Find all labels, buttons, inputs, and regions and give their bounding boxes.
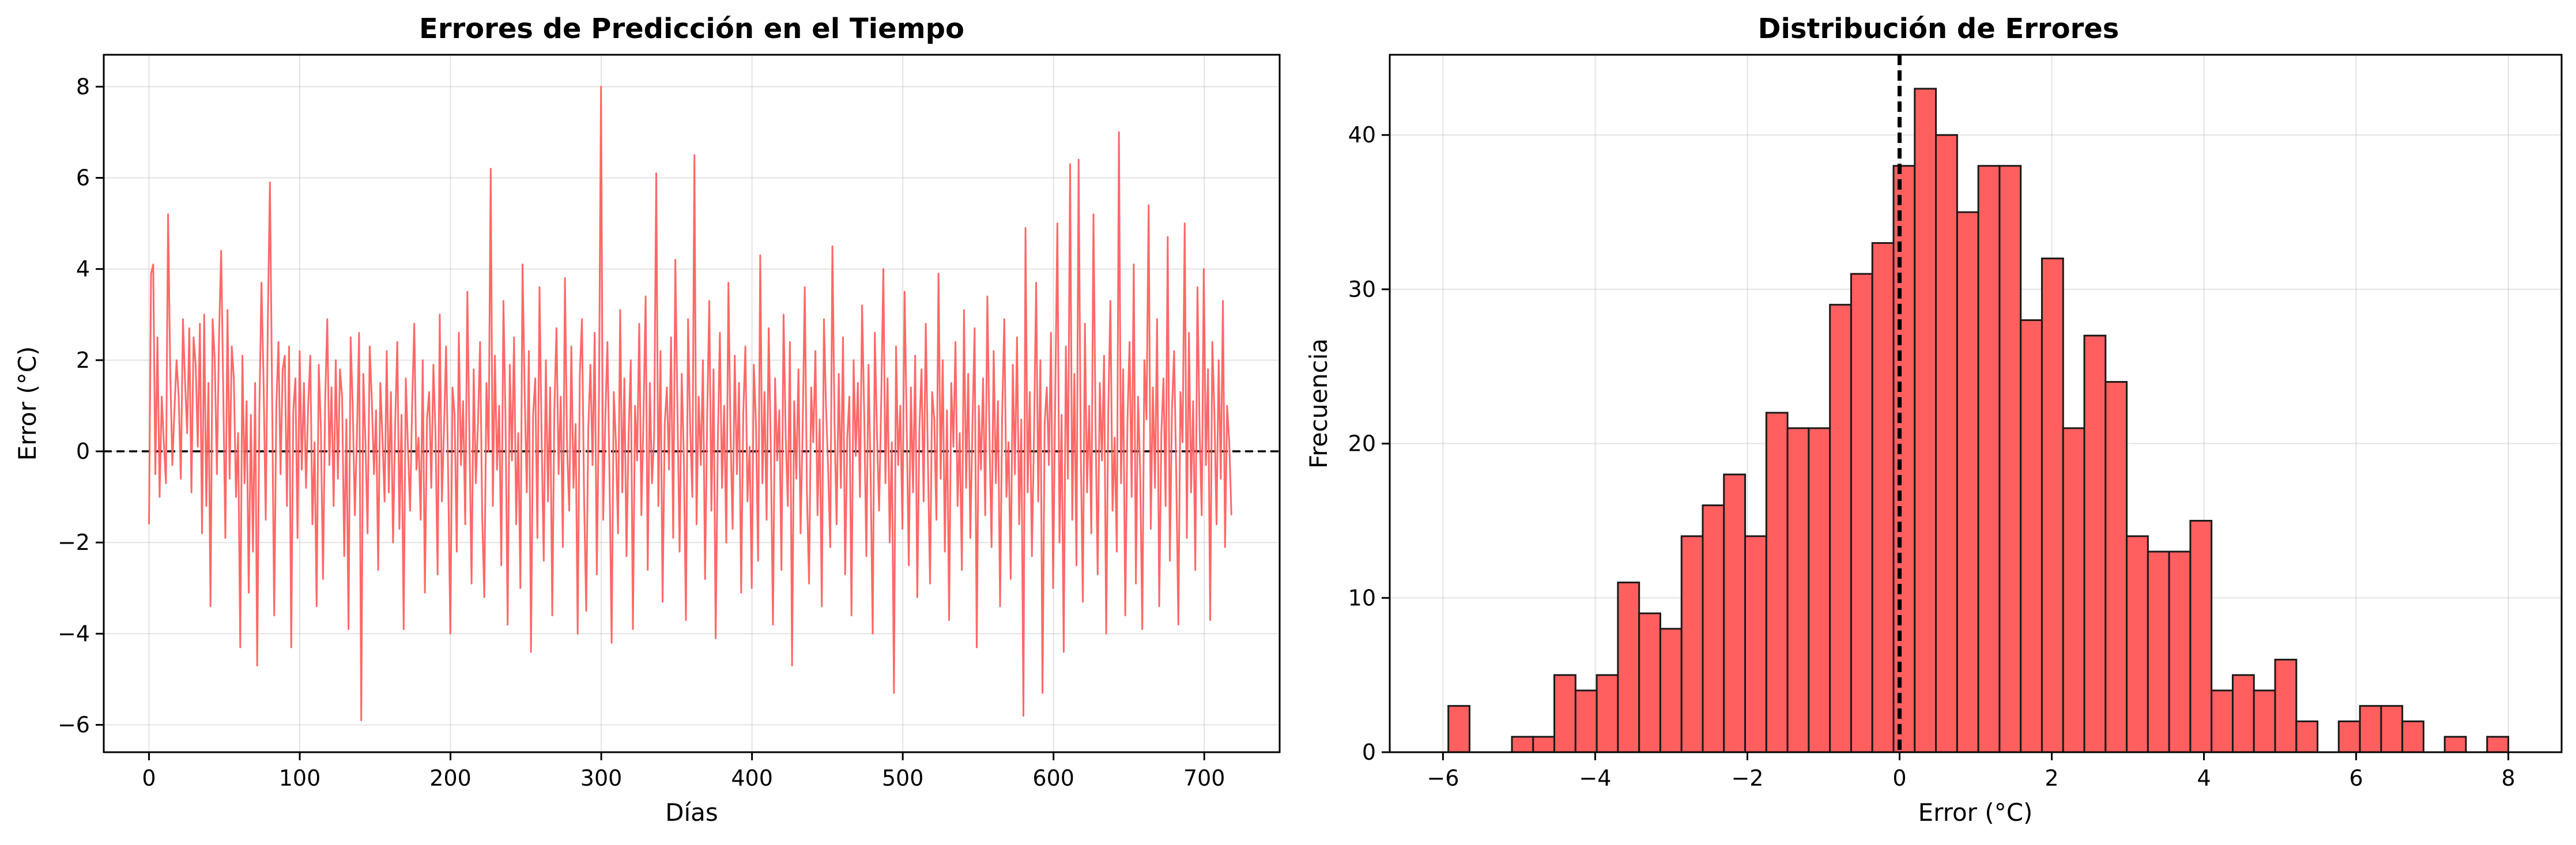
histogram-bar	[1702, 504, 1725, 753]
histogram-bar	[2443, 735, 2467, 753]
histogram-bar	[2147, 550, 2170, 753]
histogram-bar	[2274, 658, 2298, 753]
histogram-panel: Distribución de Errores −6 −4 −2 0 2 4 6 8 0 10 20…	[1304, 13, 2563, 827]
histogram-bar	[2380, 705, 2404, 753]
histogram-bar	[1829, 304, 1852, 753]
histogram-x-tick-label: 4	[2197, 765, 2211, 791]
histogram-bar	[1680, 535, 1704, 753]
histogram-x-tick-label: −4	[1579, 765, 1611, 791]
line-chart-y-tick-label: −2	[58, 530, 90, 555]
line-chart-y-tick-label: 0	[76, 439, 90, 464]
histogram-title: Distribución de Errores	[1758, 13, 2119, 45]
histogram-bar	[2295, 720, 2319, 753]
line-chart-x-tick-label: 700	[1183, 765, 1225, 791]
histogram-x-tick-label: −6	[1427, 765, 1459, 791]
histogram-bar	[1871, 242, 1895, 753]
histogram-ticks: −6 −4 −2 0 2 4 6 8 0 10 20 30 40	[1348, 122, 2515, 791]
histogram-bar	[1532, 735, 1556, 753]
line-chart-x-tick-label: 500	[882, 765, 924, 791]
line-chart-x-tick-label: 100	[279, 765, 321, 791]
line-chart-y-tick-label: 6	[76, 165, 90, 191]
histogram-bar	[1765, 412, 1789, 753]
line-chart-x-tick-label: 200	[429, 765, 472, 791]
histogram-bar	[1596, 674, 1619, 753]
line-chart-y-tick-label: 4	[76, 256, 90, 282]
histogram-bar	[2486, 735, 2510, 753]
line-chart-axes-frame	[103, 54, 1281, 753]
histogram-bar	[1659, 628, 1683, 753]
line-chart-x-tick-label: 600	[1032, 765, 1074, 791]
line-chart-x-tick-label: 300	[580, 765, 623, 791]
line-chart-title: Errores de Predicción en el Tiempo	[419, 13, 964, 45]
histogram-bar	[1447, 705, 1470, 753]
histogram-bar	[2189, 519, 2213, 753]
histogram-bar	[1553, 674, 1576, 753]
histogram-bar	[2253, 689, 2276, 753]
histogram-bars	[1447, 88, 2510, 753]
histogram-bar	[2231, 674, 2255, 753]
histogram-bar	[1977, 165, 2001, 753]
histogram-bar	[2020, 319, 2043, 753]
histogram-bar	[2062, 427, 2085, 753]
line-chart-ticks: 0 100 200 300 400 500 600 700 −6 −4 −2 0 2 4 6 8	[58, 74, 1225, 791]
histogram-bar	[2126, 535, 2149, 753]
histogram-x-axis-label: Error (°C)	[1918, 798, 2033, 827]
line-chart-x-axis-label: Días	[665, 798, 718, 827]
histogram-y-tick-label: 0	[1362, 740, 1376, 765]
histogram-y-tick-label: 30	[1348, 277, 1376, 302]
histogram-y-tick-label: 20	[1348, 431, 1376, 457]
histogram-bar	[2337, 720, 2361, 753]
histogram-bar	[1723, 473, 1747, 753]
histogram-bar	[1998, 165, 2022, 753]
histogram-y-tick-label: 40	[1348, 122, 1376, 148]
histogram-bar	[2168, 550, 2192, 753]
histogram-axes-frame	[1389, 54, 2563, 753]
histogram-y-tick-label: 10	[1348, 585, 1376, 610]
error-series-line	[148, 85, 1232, 722]
histogram-x-tick-label: 6	[2349, 765, 2363, 791]
line-chart-y-tick-label: −4	[58, 621, 90, 646]
histogram-bar	[1744, 535, 1767, 753]
histogram-bar	[1956, 211, 1979, 753]
line-chart-x-tick-label: 400	[731, 765, 773, 791]
histogram-y-axis-label: Frecuencia	[1304, 338, 1333, 469]
histogram-x-tick-label: −2	[1731, 765, 1763, 791]
histogram-bar	[2401, 720, 2424, 753]
histogram-bar	[1617, 582, 1640, 753]
histogram-bar	[1914, 88, 1937, 753]
histogram-bar	[1850, 273, 1873, 753]
histogram-x-tick-label: 0	[1892, 765, 1906, 791]
line-chart-y-axis-label: Error (°C)	[13, 346, 42, 461]
histogram-bar	[2211, 689, 2234, 753]
histogram-bar	[2104, 381, 2128, 753]
histogram-bar	[1511, 735, 1534, 753]
histogram-x-tick-label: 8	[2501, 765, 2515, 791]
histogram-bar	[2359, 705, 2382, 753]
histogram-bar	[1935, 134, 1958, 753]
histogram-bar	[1638, 612, 1661, 753]
histogram-bar	[1574, 689, 1598, 753]
histogram-x-tick-label: 2	[2045, 765, 2058, 791]
line-chart-panel: Errores de Predicción en el Tiempo 0 100 2…	[13, 13, 1281, 827]
histogram-bar	[1808, 427, 1831, 753]
histogram-bar	[2083, 334, 2107, 753]
histogram-bar	[2041, 257, 2064, 753]
histogram-bar	[1786, 427, 1810, 753]
histogram-bar	[1892, 165, 1916, 753]
line-chart-y-tick-label: 2	[76, 348, 90, 373]
line-chart-x-tick-label: 0	[142, 765, 156, 791]
line-chart-y-tick-label: −6	[58, 712, 90, 738]
line-chart-y-tick-label: 8	[76, 74, 90, 99]
